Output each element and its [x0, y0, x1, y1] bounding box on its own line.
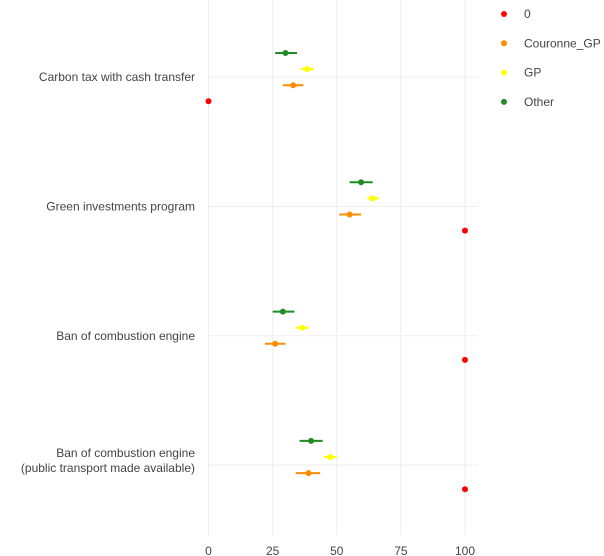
data-point: [272, 340, 279, 347]
data-marks: [205, 50, 468, 493]
data-point: [308, 437, 315, 444]
legend-marker: [501, 40, 507, 47]
legend[interactable]: 0 Couronne_GP GP Other: [501, 7, 601, 109]
data-point: [462, 486, 468, 493]
legend-entry-label: GP: [524, 66, 541, 80]
x-tick-label: 50: [330, 544, 344, 556]
x-tick-label: 0: [205, 544, 212, 556]
category-label: (public transport made available): [21, 461, 195, 475]
legend-marker: [501, 98, 507, 105]
data-point: [205, 98, 212, 105]
legend-marker: [501, 69, 507, 76]
data-point: [290, 82, 297, 89]
x-tick-label: 75: [394, 544, 408, 556]
category-label: Carbon tax with cash transfer: [39, 70, 195, 84]
legend-entry-label: Other: [524, 95, 554, 109]
x-tick-labels: 0 25 50 75 100: [205, 544, 475, 556]
legend-entry-label: 0: [524, 7, 531, 21]
data-point: [305, 470, 312, 477]
grid-layer: [208, 0, 478, 535]
data-point: [279, 308, 286, 315]
category-label: Ban of combustion engine: [56, 446, 195, 460]
legend-marker: [501, 11, 507, 17]
x-tick-label: 25: [266, 544, 280, 556]
category-label: Green investments program: [46, 199, 195, 213]
data-point: [462, 356, 468, 363]
data-point: [282, 50, 289, 56]
data-point: [462, 227, 468, 234]
category-label: Ban of combustion engine: [56, 329, 195, 343]
legend-entry-label: Couronne_GP: [524, 36, 601, 50]
data-point: [304, 66, 311, 73]
data-point: [299, 324, 306, 331]
data-point: [327, 454, 334, 460]
category-labels: Carbon tax with cash transfer Green inves…: [21, 70, 195, 475]
x-tick-label: 100: [455, 544, 475, 556]
data-point: [346, 211, 353, 218]
data-point: [358, 179, 365, 186]
data-point: [369, 195, 376, 202]
